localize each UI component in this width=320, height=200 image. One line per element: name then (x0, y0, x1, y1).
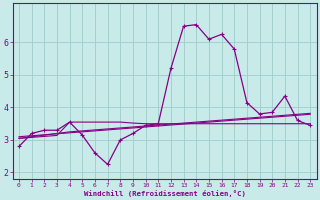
X-axis label: Windchill (Refroidissement éolien,°C): Windchill (Refroidissement éolien,°C) (84, 190, 245, 197)
